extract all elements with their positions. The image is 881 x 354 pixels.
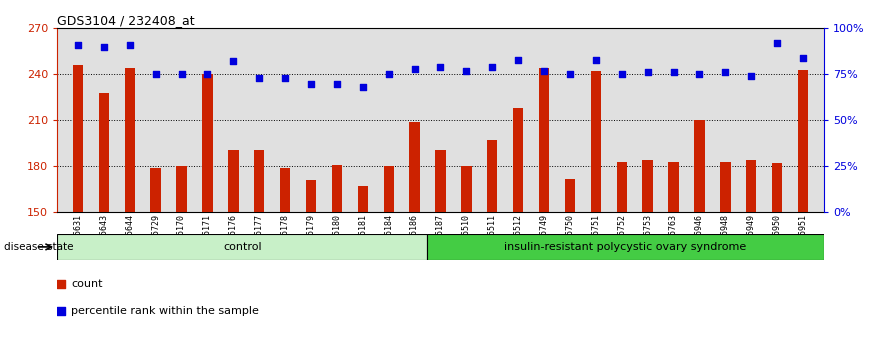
Point <box>408 66 422 72</box>
Bar <box>798 70 808 212</box>
Bar <box>228 149 239 212</box>
Bar <box>772 163 782 212</box>
Bar <box>539 68 549 212</box>
Point <box>278 75 292 81</box>
Point <box>615 72 629 77</box>
Bar <box>694 120 705 212</box>
Bar <box>617 162 627 212</box>
Point <box>537 68 552 74</box>
Point <box>97 44 111 50</box>
Bar <box>513 108 523 212</box>
Bar <box>358 186 368 212</box>
Bar <box>410 122 419 212</box>
Bar <box>435 149 446 212</box>
Bar <box>720 162 730 212</box>
Text: disease state: disease state <box>4 242 74 252</box>
Bar <box>383 166 394 212</box>
Point <box>796 55 810 61</box>
Bar <box>151 168 161 212</box>
Bar <box>462 166 471 212</box>
Bar <box>306 180 316 212</box>
Point <box>149 72 163 77</box>
Point <box>329 81 344 86</box>
Point <box>667 70 681 75</box>
Bar <box>487 140 498 212</box>
Bar <box>176 166 187 212</box>
Bar <box>669 162 678 212</box>
Point <box>258 174 272 179</box>
Point <box>174 72 189 77</box>
Bar <box>427 234 824 260</box>
Point <box>770 40 784 46</box>
Bar <box>73 65 83 212</box>
Point <box>122 42 137 48</box>
Point <box>511 57 525 62</box>
Point <box>485 64 500 70</box>
Point <box>640 70 655 75</box>
Point <box>200 72 214 77</box>
Text: insulin-resistant polycystic ovary syndrome: insulin-resistant polycystic ovary syndr… <box>505 242 746 252</box>
Point <box>226 59 241 64</box>
Point <box>71 42 85 48</box>
Point <box>252 75 266 81</box>
Text: percentile rank within the sample: percentile rank within the sample <box>71 306 259 316</box>
Bar <box>57 234 427 260</box>
Bar <box>124 68 135 212</box>
Bar <box>746 160 757 212</box>
Bar <box>642 160 653 212</box>
Bar <box>332 165 342 212</box>
Bar <box>99 93 109 212</box>
Point <box>459 68 473 74</box>
Point <box>718 70 732 75</box>
Bar <box>254 149 264 212</box>
Bar <box>565 179 575 212</box>
Bar <box>280 168 291 212</box>
Point <box>563 72 577 77</box>
Point <box>381 72 396 77</box>
Point <box>304 81 318 86</box>
Point <box>356 84 370 90</box>
Point <box>433 64 448 70</box>
Bar <box>203 74 212 212</box>
Text: count: count <box>71 279 103 289</box>
Text: GDS3104 / 232408_at: GDS3104 / 232408_at <box>57 14 195 27</box>
Point <box>744 73 759 79</box>
Point <box>589 57 603 62</box>
Text: control: control <box>223 242 262 252</box>
Bar <box>590 71 601 212</box>
Point <box>692 72 707 77</box>
